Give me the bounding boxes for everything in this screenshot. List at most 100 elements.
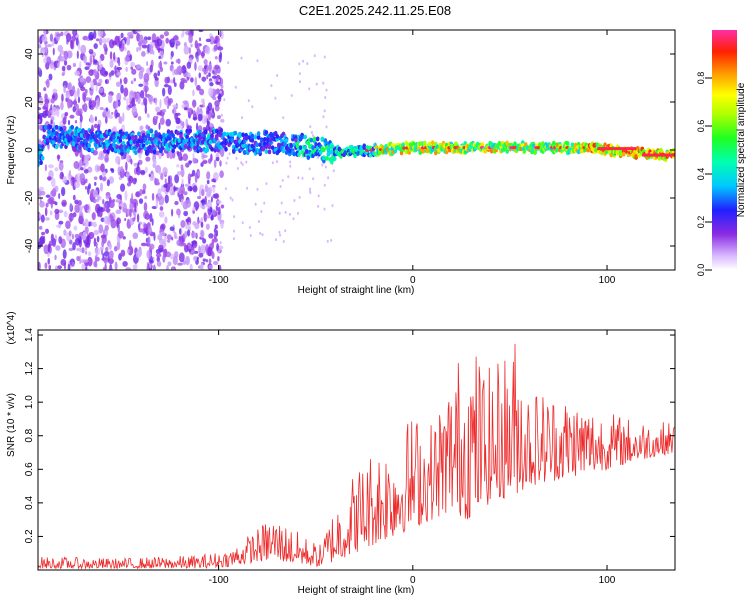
spectrogram-band-cell bbox=[315, 136, 320, 142]
spectrogram-band-cell bbox=[233, 130, 238, 136]
spectrogram-noise-cell bbox=[178, 252, 185, 263]
spectrogram-noise-cell bbox=[200, 221, 204, 228]
spectrogram-noise-cell bbox=[214, 64, 220, 70]
snr-y-tick-label: 1.0 bbox=[24, 395, 35, 409]
spectrogram-noise-cell bbox=[225, 161, 228, 165]
spectrogram-noise-cell bbox=[164, 178, 167, 185]
spectrogram-noise-cell bbox=[104, 70, 109, 76]
spectrogram-noise-cell bbox=[199, 88, 205, 96]
spectrogram-noise-cell bbox=[180, 219, 186, 228]
spectrogram-noise-cell bbox=[236, 167, 239, 171]
spectrogram-noise-cell bbox=[192, 157, 198, 164]
spectrogram-noise-cell bbox=[107, 93, 113, 104]
spectrogram-noise-cell bbox=[232, 237, 235, 241]
spectrogram-noise-cell bbox=[191, 249, 195, 254]
spectrogram-noise-cell bbox=[260, 210, 263, 214]
spectrogram-noise-cell bbox=[324, 165, 327, 169]
snr-y-tick-label: 1.2 bbox=[24, 361, 35, 375]
spectrogram-band-cell bbox=[87, 147, 92, 153]
spectrogram-x-ticks: -100 0 100 bbox=[209, 30, 616, 286]
spectrogram-band-cell bbox=[256, 131, 261, 136]
spectrogram-noise-cell bbox=[190, 77, 194, 83]
spectrogram-band-cell bbox=[95, 138, 99, 144]
spectrogram-y-tick-label: -20 bbox=[24, 190, 35, 205]
spectrogram-noise-cell bbox=[183, 242, 187, 248]
spectrogram-noise-cell bbox=[82, 155, 89, 165]
spectrogram-noise-cell bbox=[124, 47, 127, 52]
spectrogram-noise-cell bbox=[206, 187, 212, 197]
spectrogram-band-cell bbox=[143, 136, 148, 142]
spectrogram-noise-cell bbox=[180, 120, 183, 127]
spectrogram-noise-cell bbox=[45, 194, 51, 198]
spectrogram-noise-cell bbox=[130, 80, 134, 85]
spectrogram-noise-cell bbox=[175, 117, 181, 125]
spectrogram-noise-cell bbox=[278, 211, 281, 215]
spectrogram-noise-cell bbox=[66, 64, 72, 71]
spectrogram-noise-cell bbox=[192, 185, 198, 193]
spectrogram-noise-cell bbox=[100, 163, 105, 173]
spectrogram-noise-cell bbox=[205, 38, 212, 43]
spectrogram-y-label: Frequency (Hz) bbox=[6, 116, 17, 185]
spectrogram-band-cell bbox=[304, 149, 309, 154]
spectrogram-noise-cell bbox=[98, 224, 104, 234]
spectrogram-noise-cell bbox=[52, 88, 58, 94]
spectrogram-noise-cell bbox=[74, 233, 80, 239]
spectrogram-noise-cell bbox=[65, 32, 72, 42]
spectrogram-noise-cell bbox=[129, 208, 132, 218]
spectrogram-noise-cell bbox=[68, 169, 72, 177]
spectrogram-noise-cell bbox=[78, 215, 83, 225]
spectrogram-band-cell bbox=[219, 128, 224, 133]
spectrogram-noise-cell bbox=[205, 110, 210, 115]
spectrogram-band-cell bbox=[149, 128, 154, 134]
spectrogram-noise-cell bbox=[99, 174, 103, 181]
spectrogram-noise-cell bbox=[54, 254, 57, 261]
spectrogram-noise-cell bbox=[187, 125, 192, 130]
spectrogram-noise-cell bbox=[108, 72, 112, 78]
spectrogram-noise-cell bbox=[80, 44, 87, 54]
spectrogram-band-cell bbox=[325, 155, 329, 161]
spectrogram-noise-cell bbox=[120, 249, 126, 257]
figure-title: C2E1.2025.242.11.25.E08 bbox=[299, 3, 451, 18]
spectrogram-noise-cell bbox=[140, 125, 144, 130]
spectrogram-noise-cell bbox=[227, 61, 230, 65]
spectrogram-noise-cell bbox=[126, 36, 131, 46]
spectrogram-noise-cell bbox=[154, 182, 161, 186]
spectrogram-noise-cell bbox=[99, 246, 104, 251]
spectrogram-noise-cell bbox=[173, 76, 176, 84]
spectrogram-noise-cell bbox=[159, 98, 162, 109]
spectrogram-noise-cell bbox=[212, 185, 216, 194]
spectrogram-noise-cell bbox=[123, 96, 127, 101]
spectrogram-band-cell bbox=[148, 144, 152, 150]
spectrogram-noise-cell bbox=[52, 238, 57, 247]
spectrogram-noise-cell bbox=[167, 261, 172, 267]
spectrogram-noise-cell bbox=[241, 221, 244, 225]
spectrogram-noise-cell bbox=[298, 195, 301, 199]
spectrogram-noise-cell bbox=[187, 173, 192, 182]
spectrogram-noise-cell bbox=[171, 267, 175, 270]
spectrogram-noise-cell bbox=[60, 101, 64, 111]
spectrogram-noise-cell bbox=[88, 231, 95, 240]
spectrogram-noise-cell bbox=[89, 55, 93, 66]
spectrogram-noise-cell bbox=[217, 206, 221, 216]
spectrogram-noise-cell bbox=[220, 84, 224, 89]
spectrogram-noise-cell bbox=[160, 231, 166, 237]
spectrogram-noise-cell bbox=[196, 195, 202, 200]
spectrogram-noise-cell bbox=[45, 217, 50, 221]
spectrogram-y-tick-label: 0 bbox=[24, 147, 35, 153]
spectrogram-noise-cell bbox=[124, 217, 127, 222]
spectrogram-noise-cell bbox=[208, 264, 213, 270]
spectrogram-noise-cell bbox=[98, 64, 102, 71]
spectrogram-noise-cell bbox=[57, 62, 60, 69]
spectrogram-noise-cell bbox=[155, 198, 159, 209]
spectrogram-band-cell bbox=[322, 155, 326, 161]
spectrogram-band-cell bbox=[322, 147, 326, 153]
spectrogram-noise-cell bbox=[44, 93, 48, 102]
spectrogram-noise-cell bbox=[149, 243, 155, 250]
spectrogram-noise-cell bbox=[142, 183, 147, 191]
spectrogram-noise-cell bbox=[120, 183, 126, 192]
spectrogram-band-cell bbox=[115, 144, 120, 150]
spectrogram-noise-cell bbox=[127, 104, 134, 109]
spectrogram-noise-cell bbox=[51, 187, 57, 198]
spectrogram-band-cell bbox=[258, 142, 262, 148]
spectrogram-noise-cell bbox=[219, 170, 224, 179]
